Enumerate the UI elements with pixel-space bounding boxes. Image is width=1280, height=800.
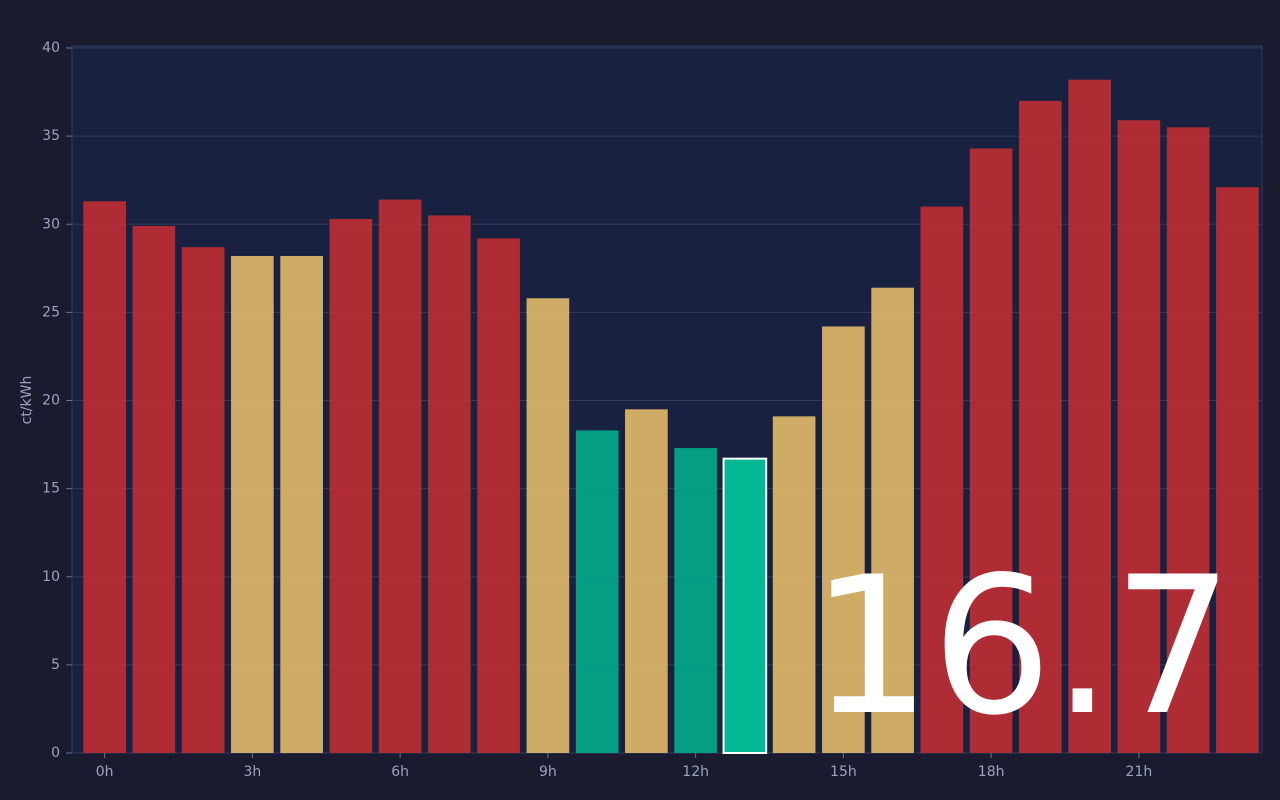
bar: [132, 226, 176, 753]
bar: [822, 326, 865, 753]
bar: [428, 215, 471, 753]
bar: [378, 199, 422, 753]
bar: [871, 287, 914, 753]
bar: [1216, 187, 1259, 754]
y-tick-label: 25: [42, 304, 60, 320]
bar: [575, 430, 619, 753]
y-tick-label: 10: [42, 569, 60, 585]
bar: [280, 255, 323, 753]
bar: [1117, 120, 1161, 753]
bar: [1166, 127, 1210, 753]
y-tick-label: 15: [42, 481, 60, 497]
y-tick-label: 35: [42, 128, 60, 144]
bar: [1019, 100, 1062, 753]
bar: [772, 416, 816, 753]
x-tick-label: 0h: [96, 764, 114, 780]
x-tick-label: 18h: [978, 764, 1005, 780]
bar: [625, 409, 668, 753]
y-tick-label: 5: [51, 657, 60, 673]
bar: [920, 206, 964, 753]
bar: [1068, 79, 1111, 754]
bar: [477, 238, 520, 754]
x-tick-label: 12h: [682, 764, 709, 780]
bar: [526, 298, 570, 753]
y-axis-label: ct/kWh: [19, 376, 35, 425]
bar: [674, 448, 717, 753]
current-value: 16.7: [810, 536, 1233, 757]
bar: [329, 218, 373, 753]
bar: [231, 255, 274, 753]
y-tick-label: 20: [42, 393, 60, 409]
bar: [722, 457, 768, 754]
x-tick-label: 9h: [539, 764, 557, 780]
x-tick-label: 3h: [243, 764, 261, 780]
y-tick-label: 30: [42, 216, 60, 232]
x-tick-label: 6h: [391, 764, 409, 780]
bar: [181, 247, 225, 753]
x-tick-label: 21h: [1126, 764, 1153, 780]
y-tick-label: 0: [51, 745, 60, 761]
bar: [83, 201, 126, 753]
y-tick-label: 40: [42, 40, 60, 56]
x-tick-label: 15h: [830, 764, 857, 780]
bar: [969, 148, 1013, 753]
